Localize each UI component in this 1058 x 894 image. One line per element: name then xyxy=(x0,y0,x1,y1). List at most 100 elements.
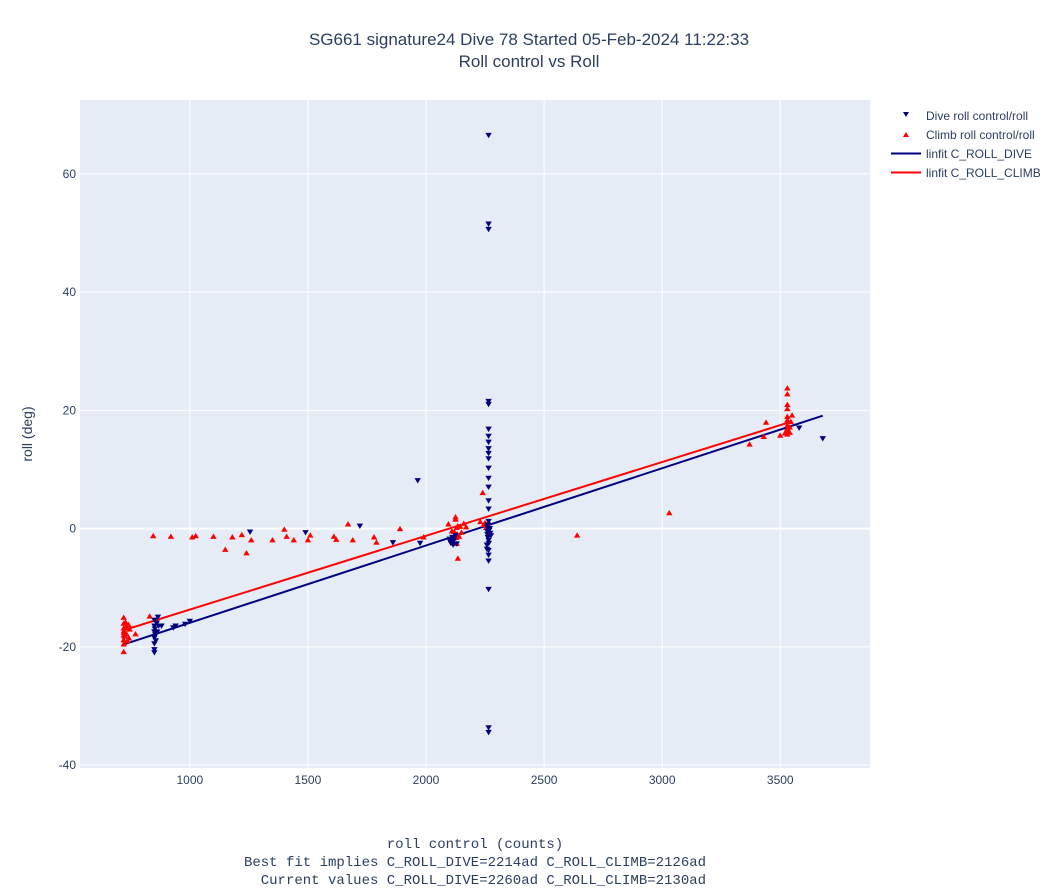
y-tick-label: 60 xyxy=(63,167,77,181)
climb-point xyxy=(124,638,131,644)
climb-point xyxy=(222,546,229,552)
dive-point xyxy=(485,725,492,731)
dive-point xyxy=(485,401,492,408)
dive-point xyxy=(151,650,158,656)
triangle-down-icon xyxy=(903,112,909,117)
dive-point xyxy=(485,586,492,593)
climb-point xyxy=(451,528,458,535)
legend-item-dive[interactable]: Dive roll control/roll xyxy=(890,106,1041,125)
climb-point xyxy=(370,534,378,540)
climb-point xyxy=(269,537,276,543)
climb-point xyxy=(784,417,791,423)
dive-point xyxy=(485,132,492,139)
dive-point xyxy=(158,623,165,629)
climb-point xyxy=(786,429,793,435)
dive-point xyxy=(484,522,492,528)
dive-point xyxy=(485,221,492,227)
dive-point xyxy=(485,426,492,433)
dive-point xyxy=(151,647,158,653)
climb-point xyxy=(777,432,784,438)
line-icon xyxy=(891,171,921,174)
climb-point xyxy=(123,631,130,637)
x-tick-label: 2500 xyxy=(531,773,558,787)
climb-point xyxy=(573,532,581,538)
climb-point xyxy=(420,534,427,540)
climb-point xyxy=(243,550,250,556)
dive-point xyxy=(819,436,826,442)
climb-point xyxy=(784,391,791,397)
climb-point xyxy=(445,521,452,527)
climb-point xyxy=(762,419,770,425)
climb-point xyxy=(455,533,463,539)
legend-item-climb-fit[interactable]: linfit C_ROLL_CLIMB xyxy=(890,163,1041,182)
y-axis-title: roll (deg) xyxy=(19,406,35,462)
dive-point xyxy=(154,629,161,635)
legend-item-dive-fit[interactable]: linfit C_ROLL_DIVE xyxy=(890,144,1041,163)
chart-title: SG661 signature24 Dive 78 Started 05-Feb… xyxy=(308,30,750,49)
dive-point xyxy=(485,498,492,504)
x-tick-label: 2000 xyxy=(413,773,440,787)
legend-label: Climb roll control/roll xyxy=(926,127,1035,142)
climb-point xyxy=(120,636,127,643)
x-tick-label: 1000 xyxy=(176,773,203,787)
dive-point xyxy=(416,540,424,547)
climb-point xyxy=(150,532,157,539)
x-tick-label: 1500 xyxy=(295,773,322,787)
y-tick-label: -20 xyxy=(59,640,77,654)
climb-point xyxy=(120,641,127,647)
legend-label: linfit C_ROLL_DIVE xyxy=(926,146,1033,161)
climb-point xyxy=(290,537,297,543)
climb-point xyxy=(330,533,338,539)
dive-point xyxy=(485,518,492,525)
dive-point xyxy=(154,614,162,621)
climb-point xyxy=(452,513,459,520)
climb-point xyxy=(786,424,793,430)
climb-point xyxy=(460,520,467,526)
climb-point xyxy=(120,614,127,620)
dive-point xyxy=(485,450,492,457)
legend-label: linfit C_ROLL_CLIMB xyxy=(926,165,1041,180)
dive-point xyxy=(151,626,159,632)
legend[interactable]: Dive roll control/roll Climb roll contro… xyxy=(890,106,1041,182)
line-icon xyxy=(891,152,921,155)
dive-point xyxy=(485,540,493,547)
triangle-up-icon xyxy=(903,132,909,137)
climb-point xyxy=(333,536,340,542)
dive-point xyxy=(485,433,492,440)
dive-point xyxy=(485,475,492,482)
climb-point xyxy=(304,537,312,543)
dive-point xyxy=(485,506,492,512)
dive-point xyxy=(485,456,492,462)
dive-point xyxy=(181,621,189,628)
climb-point xyxy=(784,405,791,412)
y-tick-label: 40 xyxy=(63,285,77,299)
dive-point xyxy=(450,537,458,544)
dive-point xyxy=(485,552,492,558)
legend-item-climb[interactable]: Climb roll control/roll xyxy=(890,125,1041,144)
dive-point xyxy=(151,617,158,624)
climb-point xyxy=(760,433,767,439)
dive-point xyxy=(485,558,492,564)
dive-point xyxy=(414,478,421,484)
x-axis-title: roll control (counts) xyxy=(386,837,564,853)
climb-point xyxy=(784,413,791,419)
climb-point xyxy=(457,523,464,529)
climb-point xyxy=(283,533,290,539)
climb-point xyxy=(125,635,133,641)
climb-point xyxy=(373,539,380,545)
climb-point xyxy=(126,626,133,632)
climb-point xyxy=(396,525,404,532)
climb-point xyxy=(192,532,199,539)
dive-point xyxy=(487,533,495,539)
climb-point xyxy=(784,401,791,408)
legend-label: Dive roll control/roll xyxy=(926,108,1029,123)
dive-point xyxy=(485,446,492,452)
dive-point xyxy=(153,620,160,626)
dive-point xyxy=(484,534,492,541)
dive-point xyxy=(449,542,457,548)
plot-area xyxy=(80,100,870,768)
climb-point xyxy=(784,385,791,391)
climb-point xyxy=(788,412,796,418)
climb-point xyxy=(477,518,484,525)
